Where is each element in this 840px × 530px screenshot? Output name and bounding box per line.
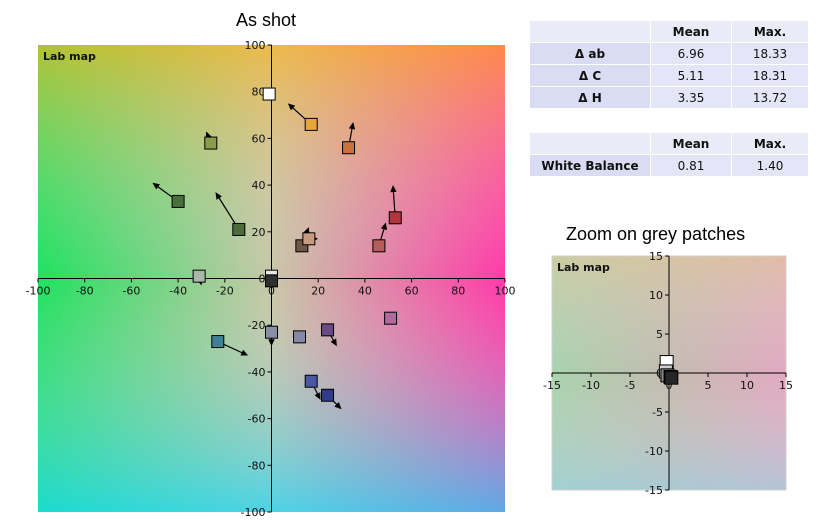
- row-mean: 6.96: [651, 43, 731, 64]
- x-tick-label: -100: [26, 285, 51, 298]
- color-patch-marker: [265, 325, 278, 339]
- y-tick-label: 80: [252, 86, 266, 99]
- row-label: Δ C: [530, 65, 650, 86]
- color-patch-marker: [232, 222, 246, 236]
- x-tick-label: -5: [625, 379, 636, 392]
- header-mean: Mean: [651, 21, 731, 42]
- x-tick-label: 100: [495, 285, 516, 298]
- table-row: Δ C 5.11 18.31: [530, 65, 808, 86]
- y-tick-label: 5: [656, 328, 663, 341]
- x-tick-label: 15: [779, 379, 793, 392]
- table-header-row: Mean Max.: [530, 133, 808, 154]
- y-tick-label: 40: [252, 179, 266, 192]
- main-chart-title: As shot: [236, 10, 297, 30]
- x-tick-label: 40: [358, 285, 372, 298]
- color-patch-marker: [293, 330, 307, 344]
- row-mean: 0.81: [651, 155, 731, 176]
- x-tick-label: -80: [76, 285, 94, 298]
- y-tick-label: 15: [649, 250, 663, 263]
- x-tick-label: -60: [122, 285, 140, 298]
- color-patch-marker: [384, 311, 398, 325]
- row-max: 1.40: [732, 155, 808, 176]
- y-tick-label: 100: [245, 39, 266, 52]
- y-tick-label: 20: [252, 226, 266, 239]
- y-tick-label: -5: [652, 406, 663, 419]
- color-patch-marker: [204, 136, 218, 150]
- error-vector-arrowhead: [334, 402, 342, 410]
- error-vector-arrowhead: [287, 103, 296, 111]
- x-tick-label: 80: [451, 285, 465, 298]
- y-tick-label: 10: [649, 289, 663, 302]
- color-patch-marker: [211, 335, 225, 349]
- color-patch-marker: [664, 370, 679, 385]
- color-patch-marker: [171, 194, 185, 208]
- x-tick-label: -20: [216, 285, 234, 298]
- row-max: 18.33: [732, 43, 808, 64]
- error-vector-arrowhead: [348, 122, 356, 130]
- y-tick-label: -15: [645, 484, 663, 497]
- main-lab-chart: -100 -80 -60 -40 -20 0 20 40 60 80 100 -100 -80 -60 -4…: [26, 39, 516, 519]
- x-tick-label: 60: [405, 285, 419, 298]
- x-tick-label: -40: [169, 285, 187, 298]
- header-max: Max.: [732, 133, 808, 154]
- error-vector-arrowhead: [314, 392, 321, 400]
- y-tick-label: 60: [252, 132, 266, 145]
- lab-map-label: Lab map: [557, 261, 610, 274]
- error-vector-arrowhead: [268, 339, 275, 347]
- y-tick-label: -10: [645, 445, 663, 458]
- color-patch-marker: [265, 274, 278, 288]
- x-tick-label: 20: [311, 285, 325, 298]
- error-vector-arrowhead: [330, 338, 337, 347]
- error-vector-arrowhead: [152, 182, 160, 190]
- error-vector-arrowhead: [240, 349, 249, 356]
- error-vector-arrowhead: [390, 185, 397, 193]
- x-tick-label: -10: [582, 379, 600, 392]
- header-mean: Mean: [651, 133, 731, 154]
- color-patch-marker: [262, 87, 276, 101]
- error-vector-arrowhead: [380, 222, 387, 231]
- color-patch-marker: [321, 388, 335, 402]
- table-header-row: Mean Max.: [530, 21, 808, 42]
- y-tick-label: -20: [248, 319, 266, 332]
- color-patch-marker: [321, 323, 335, 337]
- y-tick-label: 0: [259, 273, 266, 286]
- row-label: White Balance: [530, 155, 650, 176]
- zoom-chart-title: Zoom on grey patches: [566, 224, 746, 244]
- color-patch-marker: [342, 141, 356, 155]
- y-tick-label: -60: [248, 413, 266, 426]
- table-row: Δ ab 6.96 18.33: [530, 43, 808, 64]
- color-patch-marker: [302, 232, 316, 246]
- row-max: 18.31: [732, 65, 808, 86]
- error-vector-arrowhead: [215, 192, 222, 200]
- y-tick-label: -40: [248, 366, 266, 379]
- color-patch-marker: [304, 374, 318, 388]
- row-label: Δ H: [530, 87, 650, 108]
- y-tick-label: -100: [241, 506, 266, 519]
- header-blank-cell: [530, 21, 650, 42]
- lab-map-label: Lab map: [43, 50, 96, 63]
- color-patch-marker: [372, 239, 386, 253]
- color-patch-marker: [192, 269, 206, 283]
- row-max: 13.72: [732, 87, 808, 108]
- x-tick-label: 0: [268, 285, 275, 298]
- x-tick-label: 0: [666, 379, 673, 392]
- x-tick-label: 10: [740, 379, 754, 392]
- x-tick-label: 5: [705, 379, 712, 392]
- error-table: Mean Max. Δ ab 6.96 18.33 Δ C 5.11 18.31…: [529, 20, 809, 109]
- table-row: Δ H 3.35 13.72: [530, 87, 808, 108]
- header-blank-cell: [530, 133, 650, 154]
- row-label: Δ ab: [530, 43, 650, 64]
- color-patch-marker: [388, 211, 402, 225]
- row-mean: 3.35: [651, 87, 731, 108]
- x-tick-label: -15: [543, 379, 561, 392]
- y-tick-label: -80: [248, 459, 266, 472]
- white-balance-table: Mean Max. White Balance 0.81 1.40: [529, 132, 809, 177]
- table-row: White Balance 0.81 1.40: [530, 155, 808, 176]
- header-max: Max.: [732, 21, 808, 42]
- row-mean: 5.11: [651, 65, 731, 86]
- color-patch-marker: [304, 117, 318, 131]
